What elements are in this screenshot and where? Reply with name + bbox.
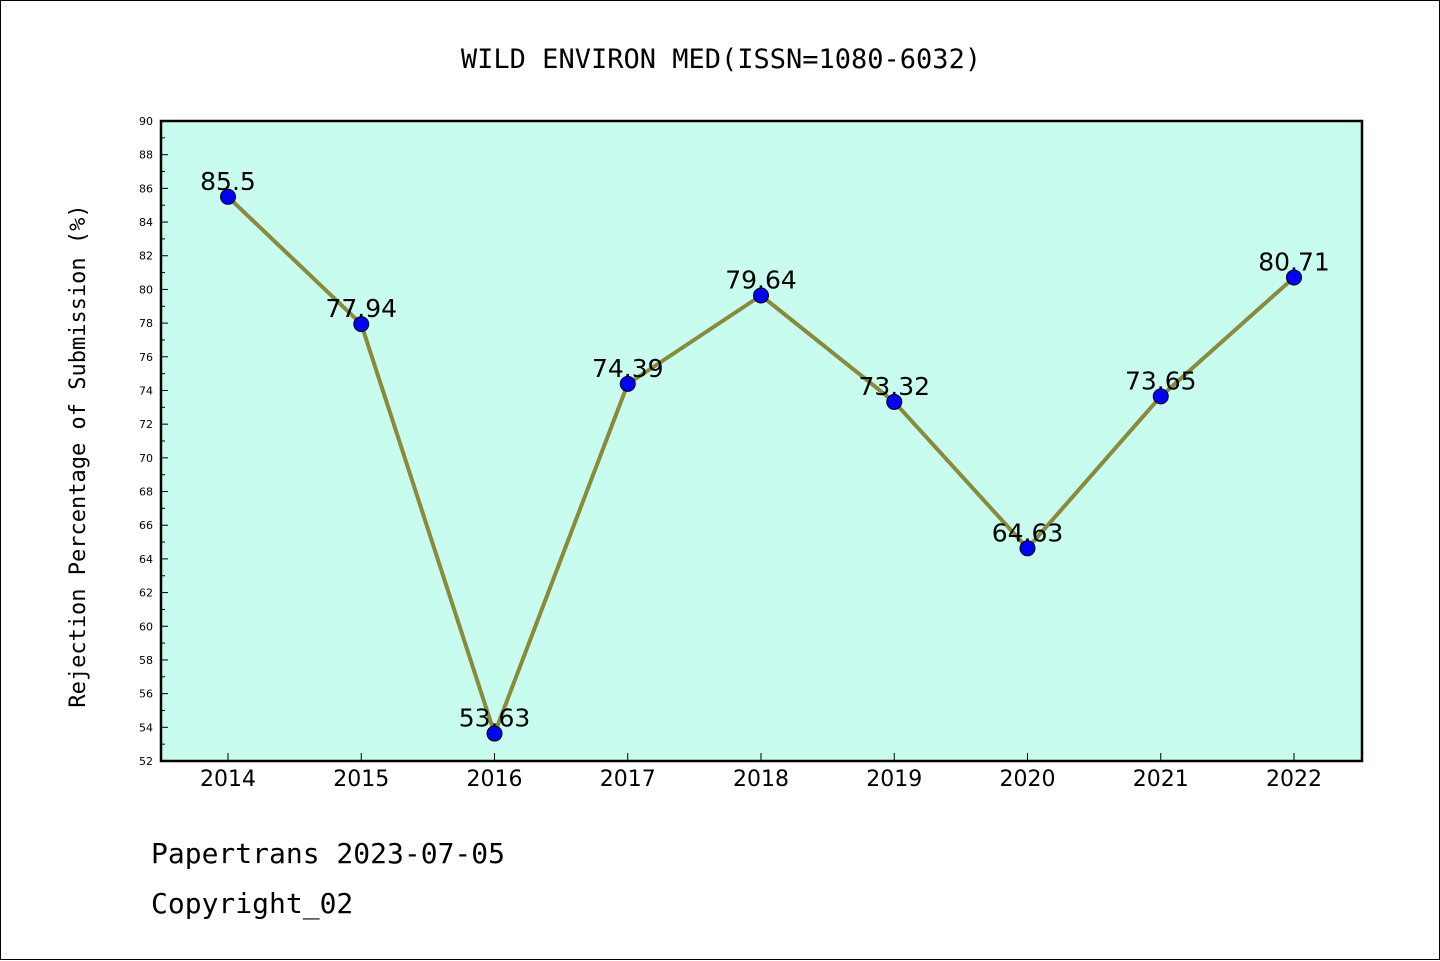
x-tick-label: 2015 xyxy=(333,767,389,792)
y-tick-label: 84 xyxy=(139,216,153,229)
y-axis-ticks: 52 54 56 58 60 62 64 66 68 70 72 74 76 78 80 82 84 86 88 90 xyxy=(139,115,168,768)
x-tick-label: 2022 xyxy=(1266,767,1322,792)
data-point-marker xyxy=(220,188,236,205)
data-point-marker xyxy=(1152,388,1169,405)
marker-layer xyxy=(220,188,1302,742)
data-value-label: 74.39 xyxy=(592,354,664,383)
x-axis-ticks: 2014 2015 2016 2017 2018 2019 2020 2021 2022 xyxy=(200,753,1322,792)
y-tick-label: 78 xyxy=(139,317,153,330)
data-value-label: 80.71 xyxy=(1258,247,1330,276)
footer-copyright: Copyright_02 xyxy=(151,887,354,920)
data-point-marker xyxy=(886,393,903,410)
plot-area xyxy=(161,121,1362,761)
y-tick-label: 82 xyxy=(139,250,153,263)
y-tick-label: 52 xyxy=(139,755,153,768)
data-point-marker xyxy=(1019,540,1036,557)
data-point-marker xyxy=(753,287,769,304)
data-label-layer: 85.5 77.94 53.63 74.39 79.64 73.32 64.63 73.65 8… xyxy=(200,167,1330,733)
y-tick-label: 64 xyxy=(139,553,153,566)
data-value-label: 64.63 xyxy=(992,518,1064,547)
x-tick-label: 2020 xyxy=(1000,767,1056,792)
data-value-label: 77.94 xyxy=(325,294,397,323)
data-value-label: 73.32 xyxy=(858,372,930,401)
data-value-label: 85.5 xyxy=(200,167,256,196)
x-tick-label: 2021 xyxy=(1133,767,1189,792)
y-tick-label: 72 xyxy=(139,418,153,431)
y-tick-label: 86 xyxy=(139,182,153,195)
y-tick-label: 88 xyxy=(139,149,153,162)
data-point-marker xyxy=(619,375,636,392)
y-tick-label: 90 xyxy=(139,115,153,128)
y-tick-label: 74 xyxy=(139,384,153,397)
y-tick-label: 56 xyxy=(139,688,153,701)
y-tick-label: 68 xyxy=(139,486,153,499)
y-tick-label: 62 xyxy=(139,587,153,600)
y-tick-label: 66 xyxy=(139,519,153,532)
y-tick-label: 76 xyxy=(139,351,153,364)
x-tick-label: 2014 xyxy=(200,767,256,792)
data-value-label: 53.63 xyxy=(459,704,531,733)
x-tick-label: 2019 xyxy=(866,767,922,792)
x-tick-label: 2016 xyxy=(467,767,523,792)
y-axis-label: Rejection Percentage of Submission (%) xyxy=(66,204,91,707)
data-value-label: 73.65 xyxy=(1125,366,1197,395)
plot-border xyxy=(159,119,1364,763)
chart-title: WILD ENVIRON MED(ISSN=1080-6032) xyxy=(461,44,981,75)
y-tick-label: 54 xyxy=(139,721,153,734)
data-value-label: 79.64 xyxy=(725,265,797,294)
y-tick-label: 80 xyxy=(139,283,153,296)
footer-source: Papertrans 2023-07-05 xyxy=(151,837,506,870)
y-tick-label: 60 xyxy=(139,620,153,633)
x-tick-label: 2017 xyxy=(600,767,656,792)
data-point-marker xyxy=(486,725,503,742)
x-tick-label: 2018 xyxy=(733,767,789,792)
y-tick-label: 58 xyxy=(139,654,153,667)
data-point-marker xyxy=(353,316,370,333)
y-tick-label: 70 xyxy=(139,452,153,465)
data-point-marker xyxy=(1286,269,1302,286)
